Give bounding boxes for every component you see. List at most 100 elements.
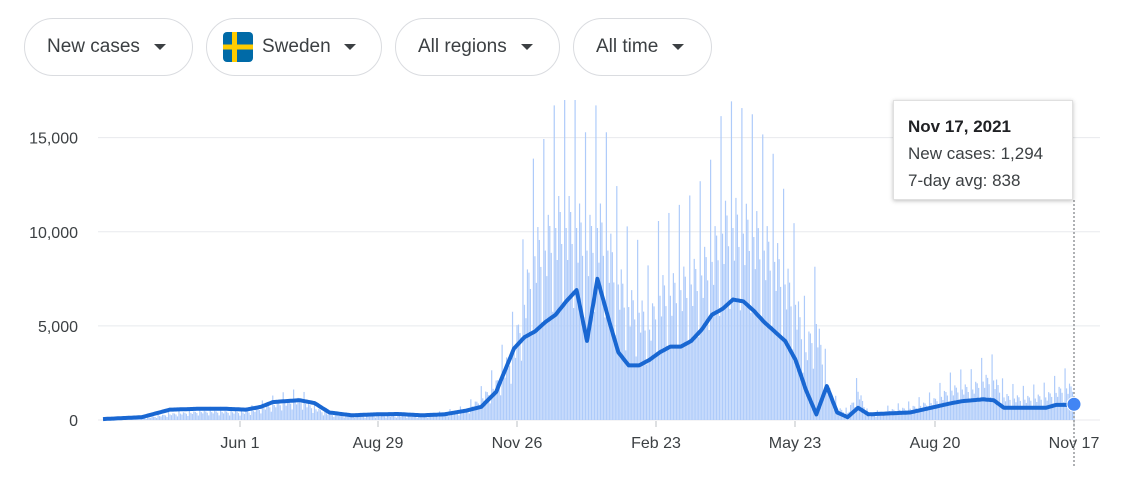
bar [254, 411, 256, 420]
bar [214, 410, 216, 420]
bar [763, 250, 765, 420]
bar [645, 364, 648, 420]
bar [583, 317, 585, 420]
tooltip-average: 7-day avg: 838 [908, 171, 1021, 190]
bar [196, 413, 198, 420]
bar [226, 411, 228, 420]
bar [178, 409, 180, 420]
bar [167, 410, 170, 420]
bar [526, 269, 529, 420]
bar [205, 411, 207, 420]
bar [435, 415, 438, 420]
bar [237, 413, 240, 420]
bar [473, 407, 475, 420]
bar [1004, 401, 1007, 420]
bar [680, 290, 682, 420]
bar [1001, 378, 1004, 420]
bar [921, 407, 923, 420]
bar [236, 411, 238, 420]
bar [260, 413, 262, 420]
bar [333, 416, 335, 420]
bar [845, 407, 847, 420]
metric-dropdown-label: New cases [47, 36, 140, 57]
bar [541, 322, 543, 420]
bar [739, 310, 742, 420]
bar [360, 415, 362, 420]
bar [814, 266, 816, 420]
bar [738, 246, 740, 420]
bar [818, 328, 820, 420]
country-dropdown[interactable]: Sweden [206, 18, 382, 76]
bar [406, 417, 408, 420]
y-tick-label: 15,000 [29, 131, 78, 148]
bar [811, 343, 813, 420]
bar [653, 306, 655, 420]
bar [708, 330, 710, 420]
bar [782, 188, 785, 420]
bar [319, 410, 322, 420]
bar [272, 395, 274, 420]
bar [678, 204, 680, 420]
bar [951, 390, 953, 420]
bar [318, 408, 320, 420]
bar [507, 358, 509, 420]
bar [750, 312, 752, 420]
bar [905, 410, 907, 420]
bar [322, 415, 325, 420]
bar [264, 409, 266, 420]
bar [867, 416, 870, 420]
bar [656, 353, 658, 420]
bar [520, 360, 523, 420]
bar [659, 295, 661, 420]
bar [604, 317, 606, 420]
bar [181, 414, 183, 420]
bar [632, 300, 634, 420]
bar [972, 389, 974, 420]
bar [425, 416, 427, 420]
bar [760, 318, 762, 420]
bar [741, 108, 743, 420]
range-dropdown-label: All time [596, 36, 659, 57]
bar [1042, 407, 1044, 420]
bar [829, 388, 831, 420]
region-dropdown[interactable]: All regions [395, 18, 560, 76]
bar [133, 419, 135, 420]
bar [1051, 396, 1053, 420]
bar [540, 266, 542, 420]
bar [352, 416, 354, 420]
hover-point [1066, 396, 1082, 412]
bar [793, 223, 795, 420]
bar [453, 411, 456, 420]
bar [421, 417, 423, 420]
bar [940, 396, 943, 420]
bar [327, 414, 329, 420]
bar [258, 410, 260, 420]
bar [202, 413, 204, 420]
bar [206, 412, 208, 420]
bar [686, 297, 688, 420]
bar [631, 290, 633, 420]
bar [443, 413, 445, 420]
range-dropdown[interactable]: All time [573, 18, 712, 76]
bar [772, 153, 774, 421]
bar [497, 380, 499, 420]
bar [290, 403, 292, 420]
bar [409, 416, 411, 420]
bar [217, 412, 219, 420]
bar [363, 416, 365, 420]
bar [917, 412, 919, 420]
bar [666, 347, 669, 420]
bar [415, 416, 417, 420]
bar [564, 100, 566, 420]
bar [555, 228, 557, 420]
bar [967, 392, 969, 420]
bar [626, 226, 628, 420]
bar [720, 116, 722, 420]
seven-day-average-line [102, 276, 1075, 422]
bar [517, 324, 520, 420]
bar [456, 412, 459, 420]
bar [995, 379, 998, 420]
bar [224, 410, 226, 420]
metric-dropdown[interactable]: New cases [24, 18, 193, 76]
